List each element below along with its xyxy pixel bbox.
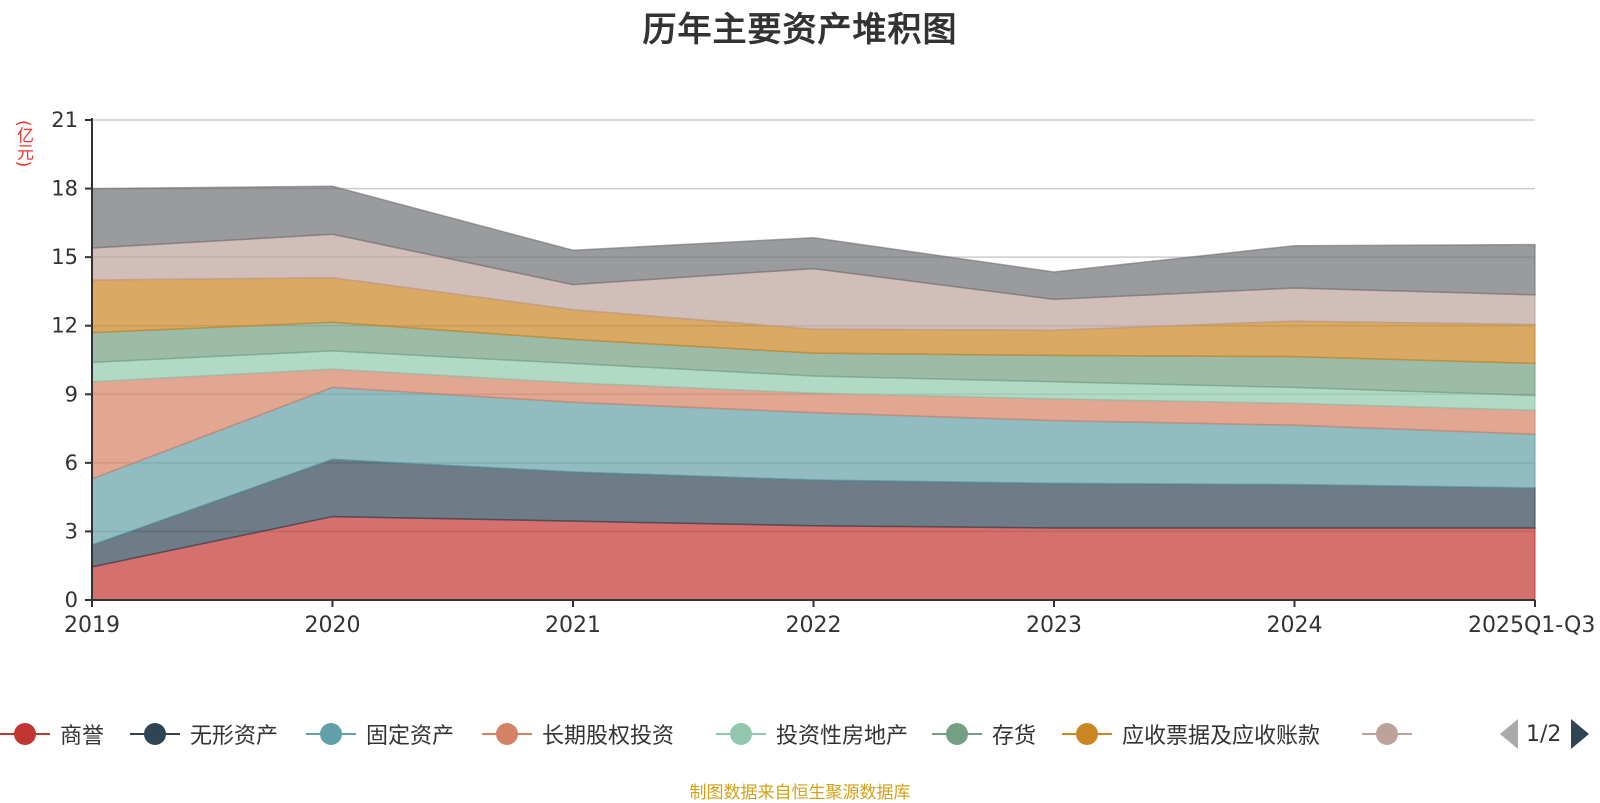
- legend-next-page-icon[interactable]: [1571, 719, 1590, 749]
- x-tick-label-4: 2023: [1026, 613, 1082, 638]
- y-tick-label-7: 21: [51, 108, 78, 132]
- legend-label: 无形资产: [190, 724, 279, 749]
- legend-marker-icon: [130, 714, 180, 754]
- legend-marker-icon: [1062, 714, 1112, 754]
- axes: [85, 118, 1536, 607]
- x-tick-label-5: 2024: [1267, 613, 1323, 638]
- legend-label: 存货: [992, 724, 1037, 749]
- y-tick-label-1: 3: [65, 519, 78, 543]
- x-tick-label-0: 2019: [64, 613, 120, 638]
- area-series-0: [91, 515, 1536, 601]
- legend-marker-icon: [482, 714, 532, 754]
- legend-prev-page-icon[interactable]: [1500, 719, 1518, 749]
- legend-page-indicator: 1/2: [1526, 721, 1562, 747]
- legend-item-5[interactable]: 存货: [932, 714, 1036, 754]
- x-tick-labels: 2019 2020 2021 2022 2023 2024 2025Q1-Q3: [64, 613, 1595, 638]
- legend-item-1[interactable]: 无形资产: [130, 714, 278, 754]
- legend-item-2[interactable]: 固定资产: [306, 714, 454, 754]
- data-source-note: 制图数据来自恒生聚源数据库: [689, 783, 911, 803]
- legend: 商誉 无形资产 固定资产 长期股权投资 投资性房地产 存货 应收票据及应收账款 货币资 1/2: [0, 714, 1600, 754]
- legend-marker-icon: [1362, 714, 1412, 754]
- area-series-8: [91, 185, 1536, 301]
- x-tick-label-2: 2021: [545, 613, 601, 638]
- y-tick-label-3: 9: [65, 382, 78, 406]
- y-tick-labels: 0 3 6 9 12 15 18 21: [51, 108, 78, 612]
- x-tick-label-3: 2022: [786, 613, 842, 638]
- legend-label: 投资性房地产: [776, 724, 909, 749]
- legend-label: 应收票据及应收账款: [1122, 724, 1321, 749]
- y-tick-label-6: 18: [51, 177, 78, 201]
- y-axis-unit-label: (亿元): [13, 120, 33, 168]
- chart-title: 历年主要资产堆积图: [642, 10, 958, 50]
- y-tick-label-5: 15: [51, 245, 78, 269]
- legend-label: 商誉: [60, 724, 105, 749]
- y-tick-label-2: 6: [65, 451, 78, 475]
- x-tick-label-1: 2020: [305, 613, 361, 638]
- y-tick-label-4: 12: [51, 314, 78, 338]
- legend-marker-icon: [306, 714, 356, 754]
- legend-label: 固定资产: [366, 724, 455, 749]
- legend-marker-icon: [932, 714, 982, 754]
- legend-marker-icon: [0, 714, 50, 754]
- legend-marker-icon: [716, 714, 766, 754]
- y-tick-label-0: 0: [65, 588, 78, 612]
- legend-item-0[interactable]: 商誉: [0, 714, 104, 754]
- stacked-area-chart: 0 3 6 9 12 15 18 21 2019 2020 2021 2022 2023 2024 202…: [51, 108, 1595, 638]
- legend-item-4[interactable]: 投资性房地产: [716, 714, 908, 754]
- legend-items: 商誉 无形资产 固定资产 长期股权投资 投资性房地产 存货 应收票据及应收账款 货币资: [0, 714, 1412, 754]
- x-tick-label-6: 2025Q1-Q3: [1468, 613, 1595, 638]
- legend-label: 长期股权投资: [542, 724, 675, 749]
- series-areas: [91, 185, 1536, 601]
- legend-item-3[interactable]: 长期股权投资: [482, 714, 674, 754]
- legend-item-7[interactable]: 货币资: [1362, 714, 1412, 754]
- legend-item-6[interactable]: 应收票据及应收账款: [1062, 714, 1320, 754]
- legend-pager: 1/2: [1500, 714, 1590, 754]
